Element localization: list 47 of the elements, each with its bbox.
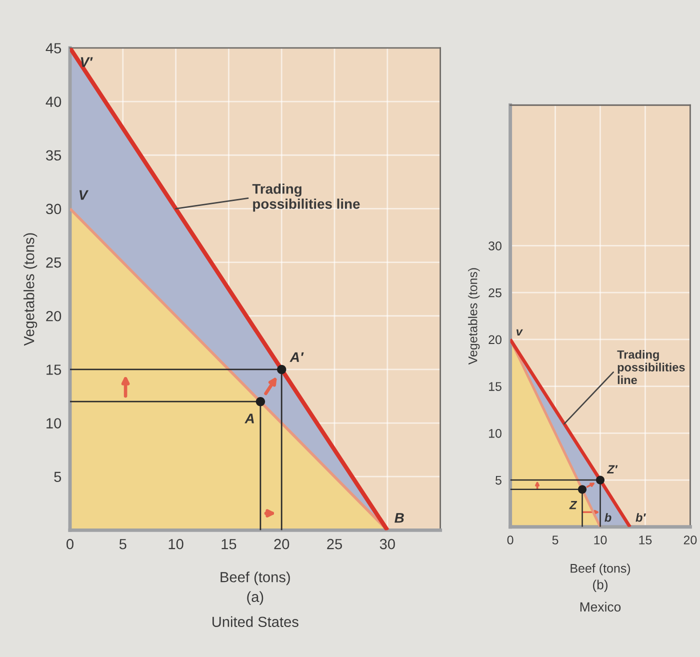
y-tick-label: 10 — [489, 428, 502, 438]
text: (b) — [593, 580, 608, 592]
x-tick-label: 5 — [119, 539, 126, 550]
text: Mexico — [580, 602, 621, 612]
x-tick-label: 20 — [274, 538, 290, 550]
annotation: B — [394, 513, 404, 523]
annotation: v — [516, 329, 523, 336]
x-tick-label: 10 — [168, 538, 184, 550]
x-tick-label: 20 — [684, 536, 697, 544]
y-tick-label: 30 — [488, 242, 502, 250]
x-tick-label: 15 — [222, 539, 236, 550]
annotation: V′ — [80, 57, 93, 67]
y-tick-label: 45 — [46, 43, 62, 54]
annotation: Trading possibilities line — [617, 350, 685, 384]
annotation: A — [244, 414, 254, 424]
x-tick-label: 0 — [507, 536, 514, 544]
x-tick-label: 5 — [552, 536, 558, 544]
x-axis-title: Beef (tons) — [570, 564, 630, 576]
annotation: Z′ — [606, 465, 618, 474]
annotation: A′ — [290, 352, 304, 362]
y-tick-label: 5 — [54, 472, 62, 482]
text: United States — [212, 616, 298, 628]
y-tick-label: 40 — [46, 96, 62, 107]
x-tick-label: 10 — [594, 536, 607, 544]
x-tick-label: 15 — [639, 536, 652, 544]
annotation: b — [604, 513, 612, 522]
y-tick-label: 20 — [488, 335, 502, 344]
annotation: Z — [569, 501, 578, 510]
y-tick-label: 25 — [46, 257, 62, 268]
y-tick-label: 15 — [46, 364, 62, 375]
y-tick-label: 10 — [46, 418, 62, 428]
x-axis-title: Beef (tons) — [220, 572, 290, 586]
annotation: b′ — [636, 513, 646, 522]
y-axis-title: Vegetables (tons) — [24, 233, 38, 346]
text: (a) — [247, 591, 264, 605]
y-tick-label: 20 — [46, 310, 62, 322]
x-tick-label: 0 — [66, 538, 74, 550]
x-tick-label: 30 — [380, 538, 395, 550]
annotation: Trading possibilities line — [252, 184, 360, 212]
y-tick-label: 15 — [489, 382, 502, 391]
y-tick-label: 35 — [46, 150, 62, 161]
x-tick-label: 25 — [327, 538, 342, 550]
y-tick-label: 30 — [46, 204, 62, 214]
annotation: V — [79, 190, 89, 200]
y-tick-label: 25 — [488, 288, 502, 298]
y-axis-title: Vegetables (tons) — [468, 268, 480, 365]
y-tick-label: 5 — [496, 476, 502, 485]
